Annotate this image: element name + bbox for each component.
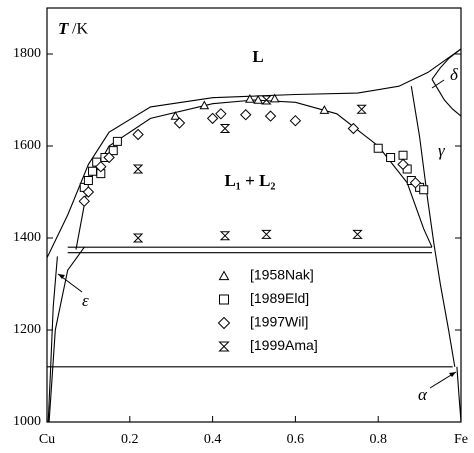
data-point — [269, 93, 280, 103]
data-point — [173, 117, 186, 129]
data-point — [170, 111, 181, 120]
data-point — [240, 109, 252, 121]
data-point — [264, 110, 277, 122]
x-tick-label: Fe — [454, 432, 468, 447]
phase-boundary — [456, 366, 462, 423]
y-label-unit: /K — [72, 21, 88, 38]
annotation-arrowhead — [449, 372, 456, 377]
y-tick-label: 1600 — [13, 138, 41, 153]
data-point — [112, 136, 122, 146]
legend-marker — [218, 270, 230, 281]
data-point — [103, 151, 115, 164]
region-label: L — [252, 47, 263, 66]
data-point — [132, 128, 144, 141]
data-point — [289, 114, 302, 127]
data-point — [132, 164, 144, 174]
data-point — [261, 229, 272, 239]
phase-boundary — [431, 48, 462, 80]
data-point — [78, 195, 90, 207]
data-point — [261, 95, 272, 105]
annotation-arrowhead — [58, 274, 65, 279]
x-tick-label: 0.8 — [369, 432, 387, 447]
region-label: L₁ + L₂ — [224, 171, 275, 190]
data-point — [199, 100, 210, 110]
y-label-symbol: T — [58, 19, 69, 38]
data-point — [253, 94, 263, 104]
data-point — [319, 105, 330, 114]
x-tick-label: 0.2 — [121, 432, 139, 447]
data-point — [132, 233, 144, 243]
data-point — [219, 124, 231, 134]
phase-boundary — [410, 86, 435, 245]
data-point — [88, 166, 98, 176]
y-tick-label: 1400 — [13, 230, 41, 245]
legend-marker — [217, 316, 231, 330]
data-point — [356, 104, 367, 114]
legend-marker — [218, 341, 230, 352]
data-point — [397, 158, 409, 171]
region-label: γ — [438, 141, 446, 160]
legend-marker — [219, 294, 229, 305]
data-point — [373, 143, 383, 153]
data-point — [215, 108, 227, 120]
legend-label: [1997Wil] — [250, 314, 308, 330]
data-point — [206, 112, 219, 125]
region-label: δ — [450, 65, 459, 84]
data-point — [398, 150, 408, 160]
plot-frame — [46, 7, 462, 423]
phase-boundary — [47, 256, 58, 423]
data-point — [82, 186, 95, 198]
data-point — [386, 153, 396, 162]
phase-boundary — [433, 244, 456, 367]
data-point — [419, 185, 429, 195]
data-point — [409, 177, 422, 189]
region-label: α — [418, 385, 428, 404]
legend-label: [1989Eld] — [250, 290, 309, 306]
x-tick-label: Cu — [39, 432, 55, 447]
phase-boundary — [431, 79, 462, 117]
phase-boundary — [46, 48, 462, 259]
y-tick-label: 1000 — [13, 414, 41, 429]
data-point — [95, 160, 107, 173]
legend-label: [1958Nak] — [250, 267, 314, 283]
region-label: ε — [82, 291, 89, 310]
phase-boundary — [48, 246, 85, 423]
data-point — [219, 231, 231, 241]
data-point — [245, 94, 255, 103]
x-tick-label: 0.4 — [204, 432, 222, 447]
y-tick-label: 1800 — [13, 46, 41, 61]
legend-label: [1999Ama] — [250, 337, 318, 353]
x-tick-label: 0.6 — [287, 432, 305, 447]
data-point — [83, 176, 93, 185]
data-point — [352, 229, 363, 239]
annotation-arrow — [431, 79, 445, 89]
data-point — [347, 122, 360, 135]
y-tick-label: 1200 — [13, 322, 41, 337]
